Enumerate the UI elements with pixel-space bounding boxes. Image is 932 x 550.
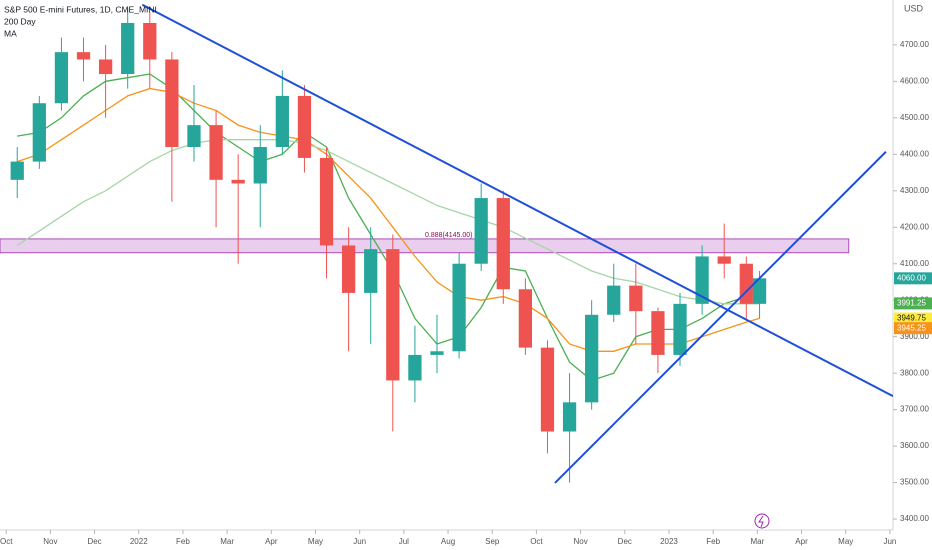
x-tick-label: Apr bbox=[795, 537, 808, 546]
x-tick-label: Aug bbox=[441, 537, 455, 546]
y-tick-label: 4700.00 bbox=[900, 40, 929, 49]
candle-body bbox=[518, 289, 532, 348]
price-badge-label: 3945.25 bbox=[897, 323, 926, 332]
candle-body bbox=[253, 146, 267, 184]
x-tick-label: 2023 bbox=[660, 537, 678, 546]
candle-body bbox=[695, 256, 709, 304]
x-tick-label: Dec bbox=[618, 537, 632, 546]
y-tick-label: 4600.00 bbox=[900, 76, 929, 85]
price-badge-label: 4060.00 bbox=[897, 273, 926, 282]
y-tick-label: 3900.00 bbox=[900, 332, 929, 341]
plot: 0.888(4145.00) bbox=[0, 3, 893, 484]
candle-body bbox=[231, 179, 245, 184]
candle-body bbox=[143, 22, 157, 60]
candle-body bbox=[209, 125, 223, 180]
candle-body bbox=[10, 161, 24, 180]
x-tick-label: Feb bbox=[706, 537, 720, 546]
candle-body bbox=[629, 285, 643, 312]
event-icon-bolt bbox=[758, 515, 764, 528]
moving-average bbox=[16, 139, 760, 305]
x-tick-label: Feb bbox=[176, 537, 190, 546]
price-badge bbox=[894, 322, 932, 335]
annotation: 0.888(4145.00) bbox=[425, 232, 472, 239]
x-tick-label: Nov bbox=[43, 537, 57, 546]
candle-body bbox=[297, 95, 312, 158]
y-tick-label: 3700.00 bbox=[900, 405, 929, 414]
x-tick-label: Jun bbox=[353, 537, 366, 546]
candle-body bbox=[651, 311, 665, 355]
candle-body bbox=[386, 249, 400, 381]
candle-body bbox=[408, 354, 422, 381]
x-tick-label: Jul bbox=[399, 537, 409, 546]
y-tick-label: 3500.00 bbox=[900, 478, 929, 487]
y-tick-label: 3400.00 bbox=[900, 514, 929, 523]
candle-body bbox=[496, 198, 510, 290]
moving-average bbox=[16, 87, 760, 352]
legend-line: MA bbox=[4, 28, 17, 38]
candle-body bbox=[121, 22, 135, 75]
y-tick-label: 3600.00 bbox=[900, 441, 929, 450]
candle-body bbox=[342, 245, 356, 293]
x-tick-label: Jun bbox=[883, 537, 896, 546]
candle-body bbox=[165, 59, 179, 147]
candle-body bbox=[187, 125, 201, 147]
x-tick-label: Mar bbox=[750, 537, 764, 546]
currency: USD bbox=[904, 3, 924, 13]
candle-body bbox=[474, 198, 488, 264]
candle-body bbox=[319, 157, 334, 246]
candle-body bbox=[673, 303, 687, 355]
x-tick-label: Oct bbox=[0, 537, 13, 546]
price-badge bbox=[894, 272, 932, 285]
y-tick-label: 4100.00 bbox=[900, 259, 929, 268]
price-badge-label: 3949.75 bbox=[897, 314, 926, 323]
candle-body bbox=[54, 52, 69, 104]
trend-line bbox=[141, 3, 893, 398]
x-tick-label: Nov bbox=[573, 537, 587, 546]
trend-line bbox=[554, 151, 887, 484]
candle-body bbox=[562, 402, 577, 432]
candle-body bbox=[607, 285, 621, 315]
event-icon[interactable] bbox=[754, 513, 770, 529]
candle-body bbox=[717, 256, 731, 264]
y-tick-label: 4300.00 bbox=[900, 186, 929, 195]
y-tick-label: 3800.00 bbox=[900, 368, 929, 377]
y-tick-label: 4200.00 bbox=[900, 222, 929, 231]
x-tick-label: May bbox=[308, 537, 323, 546]
legend-line: 200 Day bbox=[4, 16, 36, 26]
price-badge bbox=[894, 312, 932, 325]
candle-body bbox=[275, 95, 289, 147]
y-tick-label: 4500.00 bbox=[900, 113, 929, 122]
x-tick-label: Oct bbox=[530, 537, 543, 546]
chart-title: S&P 500 E-mini Futures, 1D, CME_MINI bbox=[4, 4, 157, 14]
candle-body bbox=[585, 314, 599, 403]
x-tick-label: Dec bbox=[87, 537, 101, 546]
y-tick-label: 4400.00 bbox=[900, 149, 929, 158]
x-tick-label: May bbox=[838, 537, 853, 546]
price-badge bbox=[894, 297, 932, 310]
candle-body bbox=[752, 278, 767, 304]
x-tick-label: Sep bbox=[485, 537, 500, 546]
candle-body bbox=[98, 59, 113, 75]
x-tick-label: 2022 bbox=[130, 537, 148, 546]
candle-body bbox=[32, 103, 46, 162]
x-tick-label: Apr bbox=[265, 537, 278, 546]
candle-body bbox=[364, 249, 378, 293]
candle-body bbox=[739, 263, 753, 304]
x-tick-label: Mar bbox=[220, 537, 234, 546]
candle-body bbox=[430, 351, 444, 355]
candle-body bbox=[452, 263, 466, 352]
candle-body bbox=[540, 347, 555, 432]
price-badge-label: 3991.25 bbox=[897, 299, 926, 308]
resistance-zone bbox=[0, 238, 850, 254]
candle-body bbox=[76, 52, 91, 60]
